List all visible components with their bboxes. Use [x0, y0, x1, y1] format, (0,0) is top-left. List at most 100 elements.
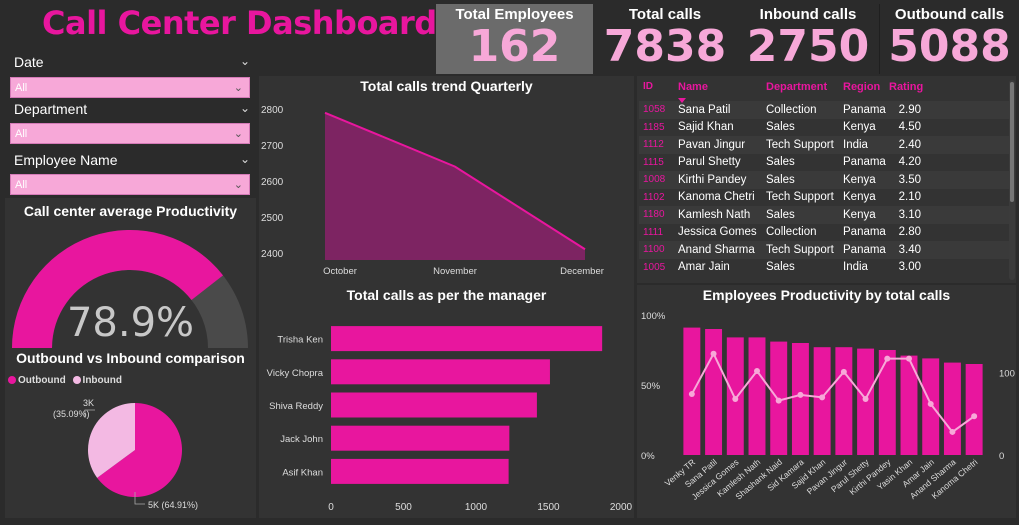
emp-line-point: [971, 413, 978, 420]
emp-right-tick: 100: [999, 369, 1015, 380]
filter-department-select[interactable]: All ⌄: [10, 123, 250, 144]
cell-department: Tech Support: [766, 138, 834, 151]
kpi-outbound-calls[interactable]: Outbound calls 5088: [880, 4, 1019, 74]
col-department[interactable]: Department: [766, 81, 828, 93]
cell-department: Sales: [766, 121, 795, 134]
filter-employee-header[interactable]: Employee Name ⌄: [14, 152, 250, 168]
col-region[interactable]: Region: [843, 81, 881, 93]
cell-name: Pavan Jingur: [678, 138, 746, 151]
chevron-down-icon[interactable]: ⌄: [233, 128, 243, 140]
emp-line-point: [949, 428, 956, 435]
kpi-total-calls[interactable]: Total calls 7838: [593, 4, 737, 74]
table-row[interactable]: 1100 Anand Sharma Tech Support Panama 3.40: [639, 241, 1009, 259]
emp-bar: [748, 337, 766, 455]
table-row[interactable]: 1115 Parul Shetty Sales Panama 4.20: [639, 154, 1009, 172]
trend-ytick: 2400: [261, 249, 284, 260]
manager-xtick: 2000: [610, 502, 633, 513]
table-scrollbar-thumb[interactable]: [1010, 82, 1014, 202]
kpi-inbound-calls[interactable]: Inbound calls 2750: [737, 4, 879, 74]
filter-employee-value: All: [15, 179, 28, 191]
emp-line-point: [754, 368, 760, 374]
kpi-value: 162: [468, 21, 561, 72]
emp-bar: [791, 343, 809, 455]
table-row[interactable]: 1185 Sajid Khan Sales Kenya 4.50: [639, 119, 1009, 137]
cell-id: 1100: [643, 244, 665, 256]
filter-date-select[interactable]: All ⌄: [10, 77, 250, 98]
table-row[interactable]: 1008 Kirthi Pandey Sales Kenya 3.50: [639, 171, 1009, 189]
gauge-fill: [12, 229, 224, 348]
pie-title: Outbound vs Inbound comparison: [16, 350, 245, 366]
trend-ytick: 2800: [261, 105, 284, 116]
emp-left-tick: 0%: [641, 451, 655, 462]
emp-line-point: [840, 368, 847, 375]
cell-region: Panama: [843, 243, 886, 256]
emp-chart-title: Employees Productivity by total calls: [702, 287, 951, 303]
cell-region: Kenya: [843, 208, 876, 221]
table-row[interactable]: 1005 Amar Jain Sales India 3.00: [639, 259, 1009, 277]
cell-region: Kenya: [843, 121, 876, 134]
cell-rating: 3.00: [898, 261, 921, 274]
filter-date-header[interactable]: Date ⌄: [14, 54, 250, 70]
emp-right-tick: 0: [999, 451, 1004, 462]
cell-id: 1111: [643, 226, 664, 238]
kpi-value: 7838: [603, 21, 727, 72]
trend-xtick: November: [433, 266, 477, 277]
table-row[interactable]: 1111 Jessica Gomes Collection Panama 2.80: [639, 224, 1009, 242]
cell-department: Sales: [766, 208, 795, 221]
chevron-down-icon[interactable]: ⌄: [239, 54, 250, 68]
emp-bar: [943, 362, 961, 455]
filter-department-value: All: [15, 128, 28, 140]
cell-id: 1005: [643, 261, 666, 273]
col-rating[interactable]: Rating: [889, 81, 924, 93]
cell-rating: 3.40: [898, 243, 921, 256]
emp-line-point: [927, 400, 934, 407]
kpi-value: 2750: [746, 21, 870, 72]
emp-bar: [878, 350, 896, 455]
emp-line-point: [688, 391, 695, 398]
col-id[interactable]: ID: [643, 81, 653, 92]
table-row[interactable]: 1112 Pavan Jingur Tech Support India 2.40: [639, 136, 1009, 154]
kpi-label: Outbound calls: [894, 6, 1005, 23]
cell-name: Kamlesh Nath: [678, 208, 751, 221]
cell-department: Sales: [766, 173, 795, 186]
trend-xtick: October: [323, 266, 357, 277]
cell-id: 1180: [643, 209, 665, 221]
emp-line-point: [884, 355, 891, 362]
col-name[interactable]: Name: [678, 81, 708, 93]
cell-region: Kenya: [843, 173, 876, 186]
filter-date-label: Date: [14, 54, 44, 70]
sort-desc-icon[interactable]: [678, 98, 686, 103]
table-row[interactable]: 1180 Kamlesh Nath Sales Kenya 3.10: [639, 206, 1009, 224]
manager-label: Shiva Reddy: [269, 401, 323, 412]
emp-line-point: [819, 394, 826, 401]
kpi-total-employees[interactable]: Total Employees 162: [436, 4, 593, 74]
manager-title: Total calls as per the manager: [346, 287, 547, 303]
trend-area: [325, 112, 585, 260]
pie-slice-inbound: [87, 403, 135, 478]
cell-id: 1185: [643, 121, 665, 133]
pie-slice-outbound: [97, 403, 182, 497]
trend-ytick: 2700: [261, 141, 284, 152]
chevron-down-icon[interactable]: ⌄: [239, 152, 250, 166]
trend-line: [324, 111, 586, 251]
cell-name: Amar Jain: [678, 261, 730, 274]
productivity-title: Call center average Productivity: [23, 203, 238, 219]
table-row[interactable]: 1102 Kanoma Chetri Tech Support Kenya 2.10: [639, 189, 1009, 207]
filter-department-header[interactable]: Department ⌄: [14, 101, 250, 117]
manager-bar: [331, 359, 550, 385]
trend-xtick: December: [560, 266, 604, 277]
chevron-down-icon[interactable]: ⌄: [233, 179, 243, 191]
chevron-down-icon[interactable]: ⌄: [233, 82, 243, 94]
table-row[interactable]: 1058 Sana Patil Collection Panama 2.90: [639, 101, 1009, 119]
filter-employee-label: Employee Name: [14, 152, 118, 168]
cell-region: India: [843, 261, 868, 274]
filter-employee-select[interactable]: All ⌄: [10, 174, 250, 195]
chevron-down-icon[interactable]: ⌄: [239, 101, 250, 115]
cell-rating: 2.80: [898, 226, 921, 239]
cell-rating: 2.10: [898, 191, 921, 204]
cell-name: Kirthi Pandey: [678, 173, 747, 186]
filter-date-value: All: [15, 82, 28, 94]
trend-title: Total calls trend Quarterly: [360, 78, 533, 94]
emp-line: [690, 351, 975, 434]
